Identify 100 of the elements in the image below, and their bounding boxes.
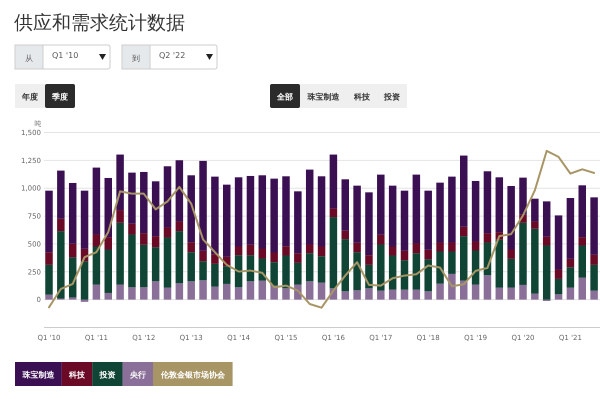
bar	[45, 190, 53, 252]
bar	[424, 259, 432, 292]
bar	[388, 256, 396, 290]
bar	[199, 160, 207, 251]
bar	[104, 178, 112, 238]
bar	[152, 281, 160, 300]
bar	[554, 278, 562, 294]
bar	[353, 186, 361, 243]
bar	[566, 288, 574, 300]
bar	[507, 186, 515, 250]
bar	[176, 231, 184, 284]
bar	[578, 237, 586, 246]
bar	[92, 246, 100, 285]
bar	[140, 244, 148, 288]
bar	[116, 154, 124, 210]
bar	[590, 290, 598, 300]
bar	[484, 233, 492, 242]
bar	[412, 290, 420, 300]
bar	[211, 176, 219, 254]
bar	[140, 233, 148, 245]
bar	[164, 166, 172, 228]
bar	[92, 234, 100, 246]
bar	[187, 252, 195, 282]
bar	[590, 254, 598, 265]
bar	[365, 288, 373, 300]
bar	[365, 192, 373, 256]
bar	[68, 297, 76, 300]
bar	[187, 281, 195, 300]
bar	[377, 244, 385, 291]
bar	[400, 190, 408, 251]
bar	[116, 222, 124, 285]
bar	[519, 222, 527, 285]
bar	[140, 287, 148, 300]
bar	[448, 252, 456, 274]
bar	[448, 176, 456, 242]
bar	[57, 231, 65, 299]
bar	[590, 264, 598, 291]
bar	[234, 177, 242, 246]
bar	[282, 176, 290, 246]
bar	[519, 284, 527, 300]
bar	[400, 260, 408, 290]
bar	[377, 234, 385, 244]
bar	[128, 224, 136, 234]
bar	[128, 234, 136, 288]
bar	[365, 255, 373, 265]
bar	[377, 290, 385, 300]
bar	[306, 244, 314, 254]
bar	[424, 250, 432, 260]
bar	[57, 218, 65, 232]
bar	[342, 291, 349, 300]
bar	[282, 256, 290, 288]
bar	[176, 221, 184, 232]
bar	[436, 182, 444, 242]
bar	[388, 246, 396, 256]
bar	[353, 290, 361, 300]
bar	[353, 242, 361, 252]
bar	[45, 294, 53, 300]
bar	[318, 256, 326, 283]
bar	[460, 236, 468, 281]
bar	[377, 174, 385, 235]
bar	[176, 160, 184, 222]
bar	[223, 284, 230, 300]
bar	[211, 286, 219, 300]
bar	[318, 282, 326, 300]
bar	[164, 237, 172, 288]
bar	[68, 244, 76, 258]
bar	[542, 236, 550, 246]
bar	[104, 250, 112, 293]
bar	[234, 287, 242, 300]
bar	[496, 288, 504, 300]
bar	[128, 172, 136, 224]
bar	[92, 284, 100, 300]
bar	[164, 227, 172, 238]
bar	[152, 181, 160, 236]
bar	[484, 275, 492, 300]
text: 央行	[130, 370, 146, 380]
chart-title: 供应和需求统计数据	[14, 12, 185, 34]
bar	[306, 170, 314, 244]
bar	[306, 253, 314, 282]
bar	[211, 264, 219, 287]
bar	[258, 175, 266, 248]
bar	[223, 266, 230, 284]
bar	[199, 250, 207, 262]
bar	[566, 198, 574, 259]
bar	[80, 261, 88, 300]
bar	[507, 288, 515, 300]
text: 投资	[99, 370, 116, 380]
bar	[330, 208, 338, 218]
text: 伦敦金银市场协会	[160, 370, 225, 380]
bar	[199, 280, 207, 300]
bar	[104, 237, 112, 250]
text: 科技	[69, 370, 85, 380]
bar	[484, 171, 492, 234]
bar	[270, 252, 278, 262]
bar	[140, 172, 148, 234]
bar	[342, 239, 349, 292]
bar	[68, 257, 76, 298]
bar	[472, 241, 480, 251]
bar	[234, 246, 242, 256]
bar	[578, 278, 586, 300]
